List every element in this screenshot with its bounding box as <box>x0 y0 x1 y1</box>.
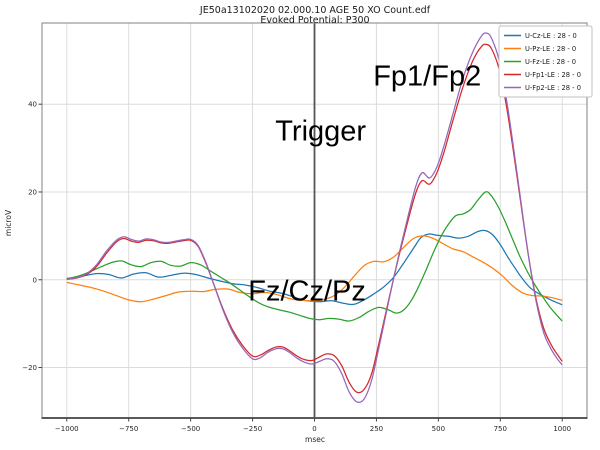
x-tick-label: 500 <box>432 425 445 433</box>
legend-label-pz: U-Pz-LE : 28 - 0 <box>525 45 576 53</box>
y-tick-label: 20 <box>28 188 37 196</box>
chart-title: JE50a13102020 02.000.10 AGE 50 XO Count.… <box>199 5 431 16</box>
legend-label-fp1: U-Fp1-LE : 28 - 0 <box>525 71 581 79</box>
trace-fp1 <box>66 43 563 394</box>
x-tick-label: 0 <box>312 425 316 433</box>
legend-label-fp2: U-Fp2-LE : 28 - 0 <box>525 84 581 92</box>
x-axis-label: msec <box>305 435 325 444</box>
x-tick-label: 750 <box>494 425 507 433</box>
x-tick-label: −750 <box>119 425 138 433</box>
annotation-fz-cz-pz: Fz/Cz/Pz <box>248 276 366 308</box>
x-tick-label: 250 <box>370 425 383 433</box>
x-tick-label: −1000 <box>55 425 79 433</box>
y-tick-label: 40 <box>28 101 37 109</box>
annotation-fp1-fp2: Fp1/Fp2 <box>373 61 481 93</box>
chart-subtitle: Evoked Potential: P300 <box>260 15 369 26</box>
y-tick-label: 0 <box>33 276 37 284</box>
trace-pz <box>66 235 563 303</box>
y-tick-label: −20 <box>22 364 37 372</box>
y-axis-label: microV <box>4 209 13 236</box>
chart-generated-layer: −1000 −750 −500 −250 0 250 500 750 1000 −20 0 20 40 U… <box>22 22 593 433</box>
trace-cz <box>66 229 563 306</box>
legend-label-cz: U-Cz-LE : 28 - 0 <box>525 32 577 40</box>
x-tick-label: −500 <box>181 425 200 433</box>
legend-box <box>498 25 593 98</box>
legend-label-fz: U-Fz-LE : 28 - 0 <box>525 58 576 66</box>
trace-fz <box>66 191 563 322</box>
trace-fp2 <box>66 32 563 403</box>
annotation-trigger: Trigger <box>275 116 366 148</box>
x-tick-label: 1000 <box>553 425 571 433</box>
x-tick-label: −250 <box>243 425 262 433</box>
